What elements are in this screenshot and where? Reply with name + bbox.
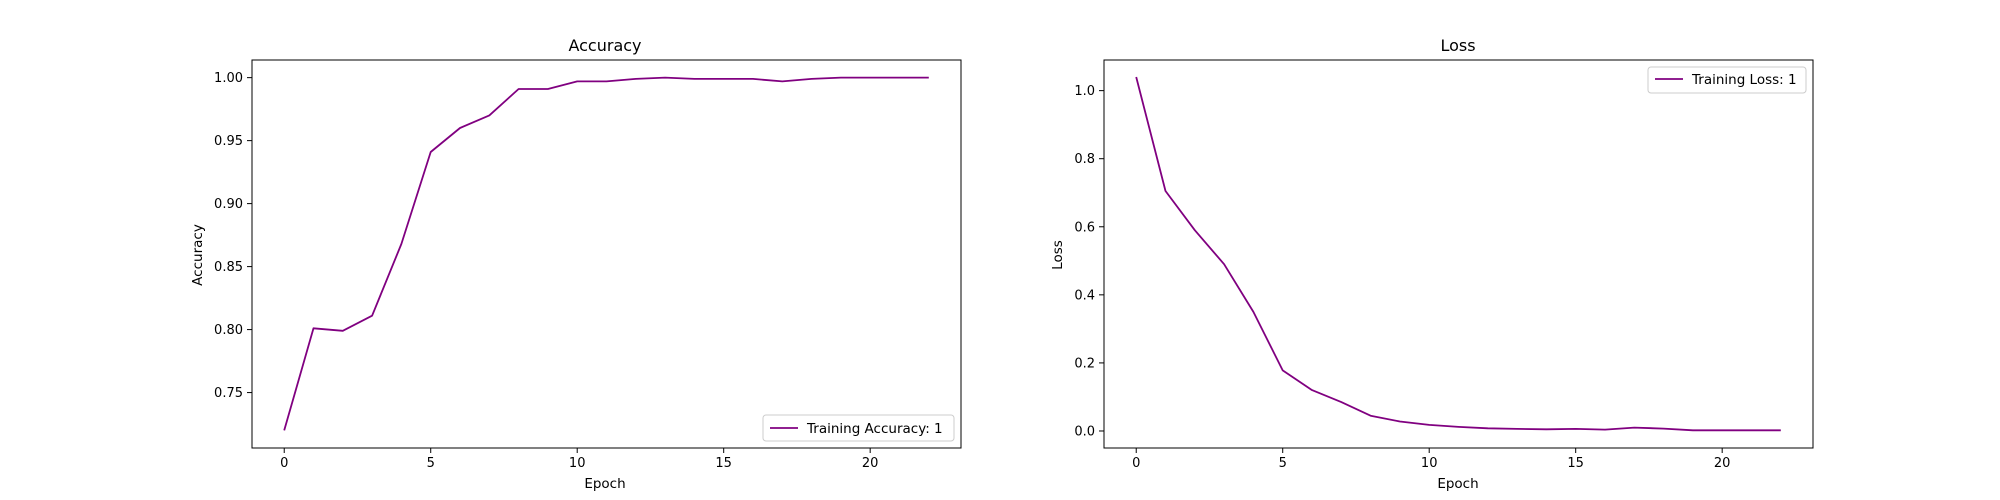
y-axis-label: Accuracy — [190, 224, 206, 286]
legend-label: Training Loss: 1 — [1691, 72, 1797, 88]
y-tick-label: 0.80 — [214, 323, 243, 338]
y-tick-label: 0.6 — [1074, 220, 1095, 235]
chart-title: Loss — [1440, 36, 1475, 55]
legend-box — [762, 414, 955, 442]
x-tick-label: 5 — [1279, 456, 1287, 471]
series-line — [1135, 76, 1781, 432]
legend: Training Loss: 1 — [1647, 66, 1807, 94]
loss-chart: Loss Epoch Loss 0 5 10 15 20 0.0 0.2 0.4 0.6 0.8 1… — [1050, 36, 1814, 492]
x-axis-label: Epoch — [1437, 476, 1478, 492]
x-tick-label: 0 — [1132, 456, 1140, 471]
accuracy-chart: Accuracy Epoch Accuracy 0 5 10 15 20 0.75 0.80… — [190, 36, 962, 492]
y-tick-label: 1.0 — [1074, 84, 1095, 99]
x-tick-label: 0 — [280, 456, 288, 471]
y-tick-label: 0.8 — [1074, 152, 1095, 167]
y-tick-label: 0.2 — [1074, 356, 1095, 371]
y-tick-label: 1.00 — [214, 71, 243, 86]
legend: Training Accuracy: 1 — [762, 414, 955, 442]
x-tick-label: 15 — [715, 456, 732, 471]
legend-box — [1647, 66, 1807, 94]
y-axis-label: Loss — [1050, 240, 1066, 270]
tick-group: 0 5 10 15 20 0.75 0.80 0.85 0.90 0.95 1.00 — [214, 71, 878, 471]
plot-frame — [1103, 59, 1814, 449]
y-tick-label: 0.85 — [214, 260, 243, 275]
tick-group: 0 5 10 15 20 0.0 0.2 0.4 0.6 0.8 1.0 — [1074, 84, 1730, 471]
legend-label: Training Accuracy: 1 — [806, 421, 943, 437]
x-tick-label: 10 — [1421, 456, 1438, 471]
x-tick-label: 20 — [862, 456, 879, 471]
y-tick-label: 0.95 — [214, 134, 243, 149]
x-axis-label: Epoch — [584, 476, 625, 492]
plot-lines — [1135, 76, 1781, 432]
y-tick-label: 0.75 — [214, 386, 243, 401]
y-tick-label: 0.4 — [1074, 288, 1095, 303]
y-tick-label: 0.0 — [1074, 424, 1095, 439]
chart-title: Accuracy — [568, 36, 641, 55]
x-tick-label: 15 — [1567, 456, 1584, 471]
x-tick-label: 10 — [569, 456, 586, 471]
plot-lines — [283, 76, 929, 431]
y-tick-label: 0.90 — [214, 197, 243, 212]
x-tick-label: 20 — [1714, 456, 1731, 471]
plot-frame — [251, 59, 962, 449]
x-tick-label: 5 — [427, 456, 435, 471]
series-line — [283, 76, 929, 431]
